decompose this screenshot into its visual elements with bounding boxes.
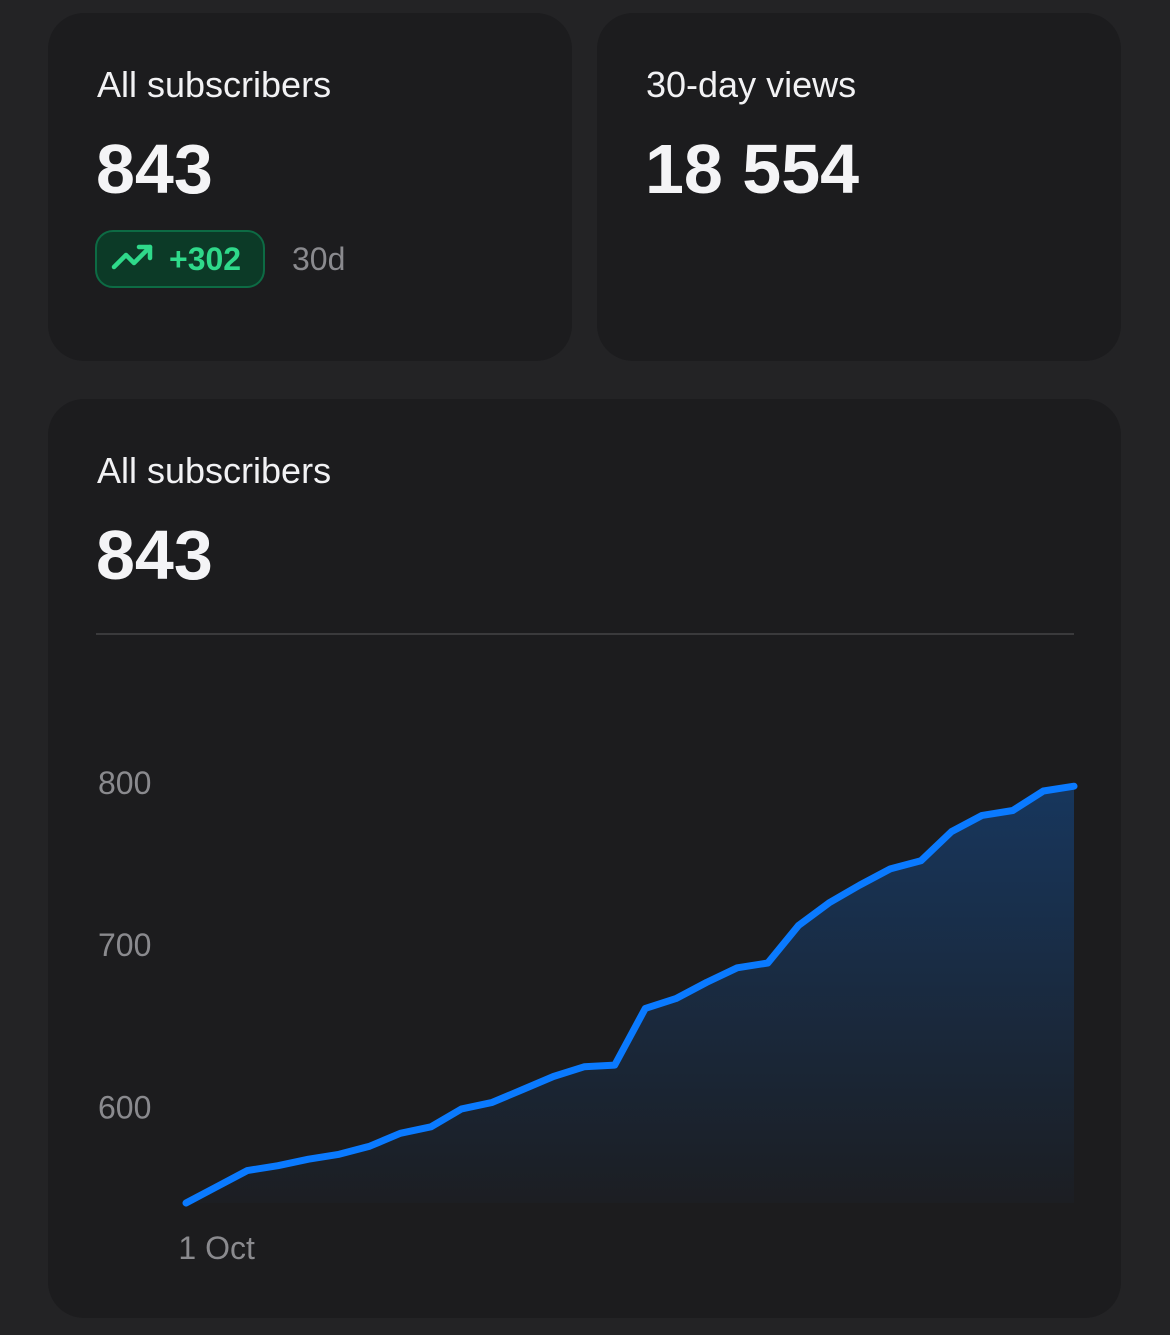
- subscribers-line: [182, 782, 1078, 1207]
- views-count: 18 554: [645, 130, 860, 208]
- y-tick-label: 800: [98, 765, 151, 801]
- x-axis-ticks: 1 Oct: [178, 1230, 255, 1266]
- chart-card-label: All subscribers: [97, 450, 332, 491]
- subscribers-chart-card: All subscribers 843 600 700 800 1 Oct: [48, 399, 1121, 1318]
- trend-period: 30d: [292, 241, 346, 277]
- y-tick-label: 700: [98, 927, 151, 963]
- subscribers-label: All subscribers: [97, 64, 332, 105]
- subscribers-chart[interactable]: 600 700 800 1 Oct: [48, 399, 1121, 1318]
- y-axis-ticks: 600 700 800: [98, 765, 151, 1125]
- views-card[interactable]: 30-day views 18 554: [597, 13, 1121, 361]
- chart-card-count: 843: [96, 516, 213, 594]
- y-tick-label: 600: [98, 1089, 151, 1125]
- trend-value: +302: [169, 240, 242, 277]
- views-label: 30-day views: [646, 64, 857, 105]
- subscribers-count: 843: [96, 130, 213, 208]
- subscribers-card[interactable]: All subscribers 843 +302 30d: [48, 13, 572, 361]
- trend-badge: +302: [95, 230, 265, 288]
- x-tick-label: 1 Oct: [178, 1230, 255, 1266]
- trending-up-icon: [111, 242, 157, 277]
- subscribers-area: [186, 786, 1074, 1203]
